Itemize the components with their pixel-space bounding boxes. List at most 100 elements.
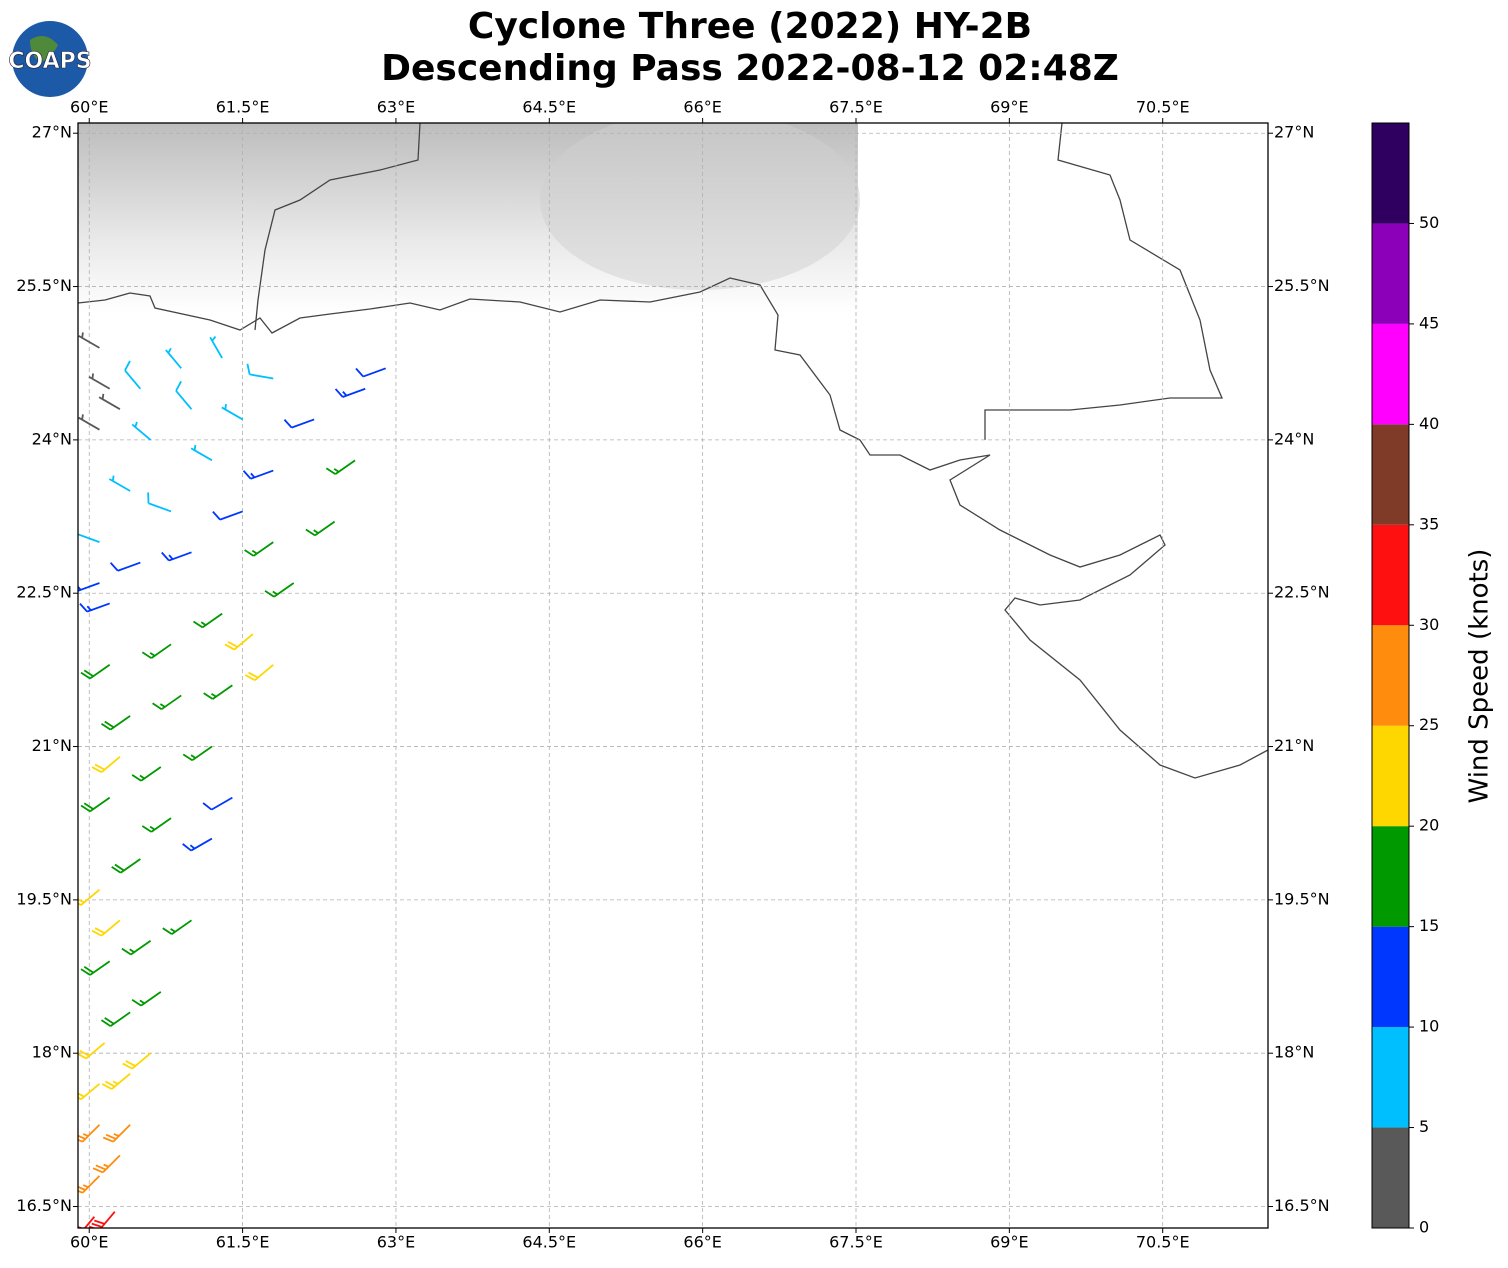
y-tick-label: 25.5°N — [1274, 276, 1330, 295]
wind-barb — [161, 551, 192, 562]
wind-barb — [101, 1072, 131, 1090]
wind-barb — [192, 612, 223, 629]
colorbar-segment — [1372, 424, 1409, 525]
y-tick-label: 27°N — [1274, 123, 1314, 142]
y-tick-label: 16.5°N — [1274, 1196, 1330, 1215]
wind-barb — [78, 533, 100, 543]
wind-barb — [78, 1042, 106, 1060]
wind-barb — [100, 715, 131, 731]
wind-barb — [80, 796, 111, 813]
wind-barb — [80, 664, 111, 680]
border — [984, 123, 1223, 440]
wind-barb — [203, 684, 233, 700]
x-tick-label: 60°E — [70, 1233, 108, 1252]
y-tick-label: 18°N — [32, 1043, 72, 1062]
wind-barb — [212, 510, 243, 521]
colorbar-tick-label: 50 — [1419, 213, 1439, 232]
wind-barb — [283, 418, 315, 429]
border — [254, 123, 421, 331]
wind-barb — [242, 469, 274, 480]
wind-barb — [108, 475, 131, 492]
wind-barb — [78, 1124, 101, 1143]
colorbar-tick-label: 0 — [1419, 1218, 1429, 1237]
wind-barb — [124, 360, 142, 390]
logo-text: COAPS — [8, 49, 91, 74]
wind-barb — [78, 1175, 101, 1194]
x-tick-label: 66°E — [683, 98, 721, 117]
wind-barb — [152, 694, 182, 710]
wind-barb — [91, 919, 121, 937]
colorbar-tick-label: 20 — [1419, 816, 1439, 835]
wind-barb — [121, 940, 152, 956]
wind-barb — [78, 332, 100, 349]
wind-barb — [305, 520, 336, 537]
x-tick-label: 70.5°E — [1136, 98, 1190, 117]
wind-barb — [244, 664, 274, 681]
x-tick-label: 63°E — [377, 1233, 415, 1252]
x-tick-label: 64.5°E — [522, 1233, 576, 1252]
logo-land — [30, 36, 58, 62]
colorbar-segment — [1372, 1127, 1409, 1228]
wind-barb — [78, 1216, 96, 1228]
x-tick-label: 61.5°E — [216, 1233, 270, 1252]
y-tick-label: 19.5°N — [16, 889, 72, 908]
x-tick-label: 67.5°E — [829, 98, 883, 117]
colorbar-segment — [1372, 123, 1409, 224]
wind-barb — [102, 1124, 131, 1143]
y-tick-label: 19.5°N — [1274, 889, 1330, 908]
y-tick-label: 16.5°N — [16, 1196, 72, 1215]
colorbar-segment — [1372, 625, 1409, 726]
x-tick-label: 69°E — [990, 1233, 1028, 1252]
colorbar-tick-label: 5 — [1419, 1117, 1429, 1136]
y-tick-label: 24°N — [1274, 429, 1314, 448]
wind-barb — [202, 796, 233, 811]
wind-barb — [98, 393, 121, 410]
wind-barb — [78, 1083, 101, 1101]
wind-barb — [79, 602, 110, 613]
y-tick-label: 24°N — [32, 429, 72, 448]
barbs — [78, 332, 387, 1228]
wind-barb — [264, 582, 295, 598]
colorbar-segment — [1372, 826, 1409, 927]
grid — [78, 123, 1268, 1228]
wind-barb — [221, 403, 244, 421]
y-tick-label: 21°N — [1274, 736, 1314, 755]
wind-barb — [209, 335, 223, 359]
coastline — [78, 277, 1268, 779]
wind-barb — [78, 888, 101, 906]
colorbar-tick-label: 15 — [1419, 916, 1439, 935]
wind-barb — [88, 1211, 116, 1228]
x-tick-label: 70.5°E — [1136, 1233, 1190, 1252]
wind-barb — [141, 643, 172, 659]
wind-barb — [92, 1154, 121, 1174]
x-tick-label: 63°E — [377, 98, 415, 117]
wind-barb — [182, 745, 213, 762]
wind-barb — [131, 991, 162, 1007]
y-tick-label: 22.5°N — [1274, 583, 1330, 602]
wind-barb — [334, 387, 366, 398]
x-tick-label: 61.5°E — [216, 98, 270, 117]
colorbar: 0 5 10 15 20 25 30 35 40 45 50 — [1371, 122, 1439, 1237]
wind-barb — [224, 633, 254, 651]
x-tick-label: 69°E — [990, 98, 1028, 117]
wind-barb — [131, 421, 152, 441]
logo: COAPS — [8, 21, 92, 97]
x-tick-label: 67.5°E — [829, 1233, 883, 1252]
colorbar-frame — [1371, 122, 1410, 1229]
colorbar-tick-label: 45 — [1419, 313, 1439, 332]
colorbar-segment — [1372, 524, 1409, 626]
colorbar-tick-label: 10 — [1419, 1017, 1439, 1036]
colorbar-label: Wind Speed (knots) — [1465, 549, 1495, 804]
colorbar-tick-label: 30 — [1419, 615, 1439, 634]
x-tick-label: 64.5°E — [522, 98, 576, 117]
colorbar-tick-label: 25 — [1419, 715, 1439, 734]
y-tick-label: 21°N — [32, 736, 72, 755]
wind-barb — [91, 756, 121, 773]
y-tick-label: 27°N — [32, 123, 72, 142]
colorbar-tick-label: 35 — [1419, 514, 1439, 533]
y-tick-label: 22.5°N — [16, 583, 72, 602]
wind-barb — [147, 492, 172, 513]
colorbar-segment — [1372, 1027, 1409, 1128]
wind-barb — [246, 363, 274, 380]
